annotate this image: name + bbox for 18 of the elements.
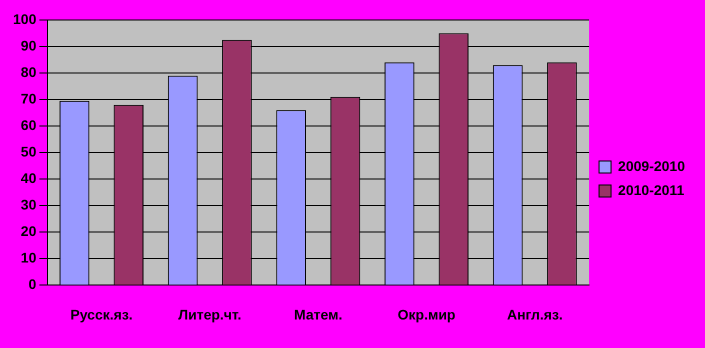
y-tick-label: 90 [20,37,37,54]
x-tick-label: Англ.яз. [506,306,563,322]
y-tick-label: 50 [20,143,37,160]
legend-label: 2010-2011 [618,182,684,198]
x-tick-label: Матем. [294,306,342,322]
legend-label: 2009-2010 [618,158,686,174]
y-tick-label: 70 [20,90,37,106]
x-tick-label: Окр.мир [398,306,456,322]
y-tick-label: 100 [13,10,37,27]
x-tick-label: Русск.яз. [70,306,133,322]
y-tick-label: 60 [20,116,37,133]
y-tick-label: 40 [20,170,37,186]
y-tick-label: 0 [28,276,37,292]
y-tick-label: 30 [20,196,37,212]
y-tick-label: 80 [20,64,37,80]
y-tick-label: 20 [20,223,37,240]
x-tick-label: Литер.чт. [178,306,242,322]
y-tick-label: 10 [20,250,37,266]
